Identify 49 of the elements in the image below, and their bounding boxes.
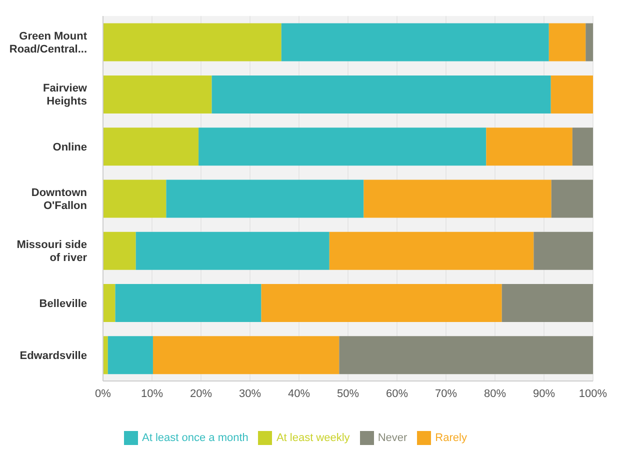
bar [364,180,552,218]
x-tick-label: 70% [434,388,458,400]
bar [486,128,572,166]
bar [281,23,549,62]
x-tick-label: 0% [95,388,112,400]
y-tick-label: Belleville [39,298,87,310]
legend-label: At least weekly [276,432,350,444]
x-tick-label: 100% [578,388,608,400]
y-tick-label: Missouri side of river [16,239,88,264]
legend-label: Rarely [435,432,467,444]
y-tick-label: Downtown O'Fallon [31,187,88,212]
bar [572,128,593,166]
x-tick-label: 60% [386,388,408,400]
bar [115,284,262,322]
bar [329,232,534,270]
bar [108,336,153,374]
bar [152,336,340,374]
y-tick-label: Edwardsville [20,350,87,362]
y-tick-label: Fairview Heights [42,82,88,108]
bar [103,23,282,62]
bar [136,232,330,270]
legend-label: At least once a month [142,432,248,444]
bar [166,180,364,218]
bar [103,180,166,218]
bar [550,75,593,114]
bar [548,23,586,62]
x-tick-label: 40% [288,388,310,400]
bar [502,284,593,322]
bar [103,232,136,270]
bar [103,336,108,374]
bar [103,75,212,114]
x-tick-label: 80% [484,388,506,400]
bar [551,180,593,218]
x-tick-label: 20% [190,388,212,400]
bar [198,128,486,166]
bar [103,284,116,322]
bar [586,23,593,62]
x-tick-label: 10% [140,388,164,400]
bar [261,284,502,322]
x-tick-label: 50% [336,388,360,400]
bar [212,75,551,114]
bar [534,232,593,270]
x-tick-label: 30% [238,388,262,400]
bar [339,336,593,374]
y-tick-label: Green Mount Road/Central... [9,30,88,56]
bar [103,128,199,166]
y-tick-label: Online [52,141,87,154]
legend-label: Never [378,432,408,444]
x-tick-label: 90% [532,388,556,400]
